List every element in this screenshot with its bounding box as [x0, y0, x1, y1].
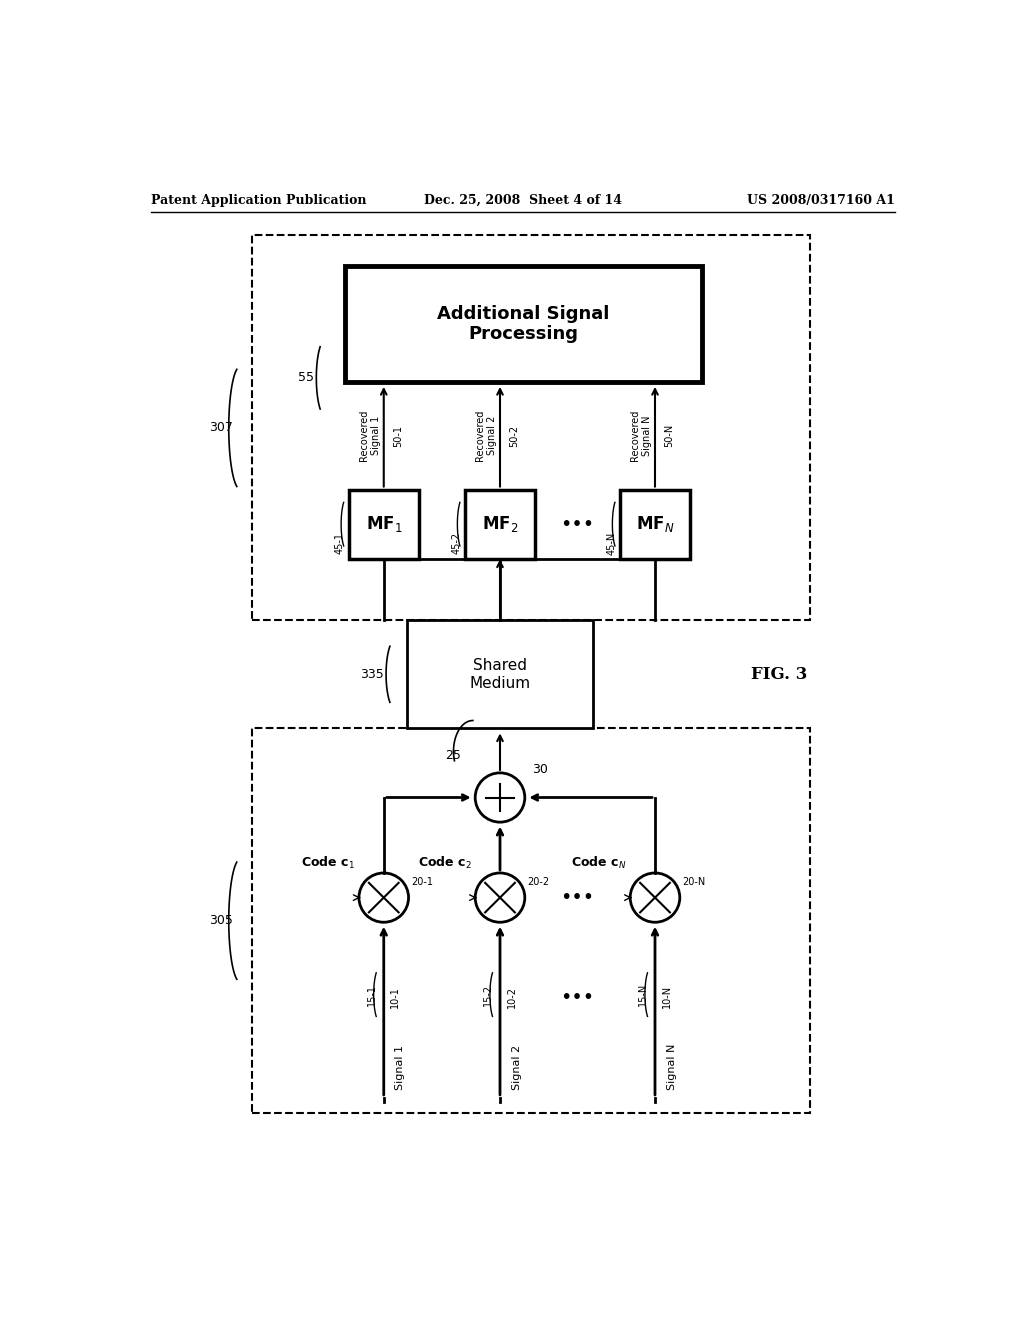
Text: 20-2: 20-2	[527, 876, 549, 887]
FancyBboxPatch shape	[621, 490, 690, 558]
Text: Code $\mathbf{c}_N$: Code $\mathbf{c}_N$	[571, 854, 627, 871]
Text: Signal N: Signal N	[667, 1044, 677, 1090]
Text: 20-N: 20-N	[682, 876, 706, 887]
Text: 10-1: 10-1	[390, 986, 400, 1007]
Text: 15-1: 15-1	[368, 983, 377, 1006]
FancyBboxPatch shape	[407, 620, 593, 729]
Text: 30: 30	[532, 763, 549, 776]
Text: 335: 335	[360, 668, 384, 681]
FancyBboxPatch shape	[345, 267, 701, 381]
Text: •••: •••	[560, 888, 595, 907]
Text: 20-1: 20-1	[411, 876, 433, 887]
Circle shape	[359, 873, 409, 923]
Text: Recovered
Signal 2: Recovered Signal 2	[475, 411, 497, 461]
FancyBboxPatch shape	[252, 235, 810, 620]
Text: 45-1: 45-1	[335, 532, 345, 554]
Text: 50-N: 50-N	[664, 424, 674, 447]
Text: 15-N: 15-N	[638, 983, 648, 1006]
FancyBboxPatch shape	[252, 729, 810, 1113]
Text: 25: 25	[445, 748, 461, 762]
Text: FIG. 3: FIG. 3	[751, 665, 807, 682]
Text: 305: 305	[209, 915, 232, 927]
Text: 45-2: 45-2	[452, 532, 461, 554]
Text: Patent Application Publication: Patent Application Publication	[152, 194, 367, 207]
Circle shape	[475, 774, 524, 822]
Text: •••: •••	[560, 515, 595, 533]
Text: 307: 307	[209, 421, 232, 434]
Text: MF$_{N}$: MF$_{N}$	[636, 515, 674, 535]
Circle shape	[630, 873, 680, 923]
Text: Dec. 25, 2008  Sheet 4 of 14: Dec. 25, 2008 Sheet 4 of 14	[424, 194, 623, 207]
FancyBboxPatch shape	[465, 490, 535, 558]
Text: Signal 2: Signal 2	[512, 1045, 521, 1090]
Text: MF$_{2}$: MF$_{2}$	[482, 515, 518, 535]
Text: 45-N: 45-N	[606, 532, 616, 554]
Text: 55: 55	[298, 371, 314, 384]
Text: 10-N: 10-N	[662, 985, 672, 1008]
FancyBboxPatch shape	[349, 490, 419, 558]
Text: 50-1: 50-1	[392, 425, 402, 446]
Text: Additional Signal
Processing: Additional Signal Processing	[437, 305, 609, 343]
Text: US 2008/0317160 A1: US 2008/0317160 A1	[748, 194, 895, 207]
Text: Shared
Medium: Shared Medium	[469, 659, 530, 690]
Text: Code $\mathbf{c}_2$: Code $\mathbf{c}_2$	[418, 854, 471, 871]
Circle shape	[475, 873, 524, 923]
Text: MF$_{1}$: MF$_{1}$	[366, 515, 402, 535]
Text: Code $\mathbf{c}_1$: Code $\mathbf{c}_1$	[301, 854, 355, 871]
Text: •••: •••	[560, 989, 595, 1007]
Text: 50-2: 50-2	[509, 425, 519, 446]
Text: Recovered
Signal N: Recovered Signal N	[630, 411, 652, 461]
Text: Signal 1: Signal 1	[395, 1045, 406, 1090]
Text: Recovered
Signal 1: Recovered Signal 1	[359, 411, 381, 461]
Text: 15-2: 15-2	[483, 983, 494, 1006]
Text: 10-2: 10-2	[507, 986, 517, 1007]
